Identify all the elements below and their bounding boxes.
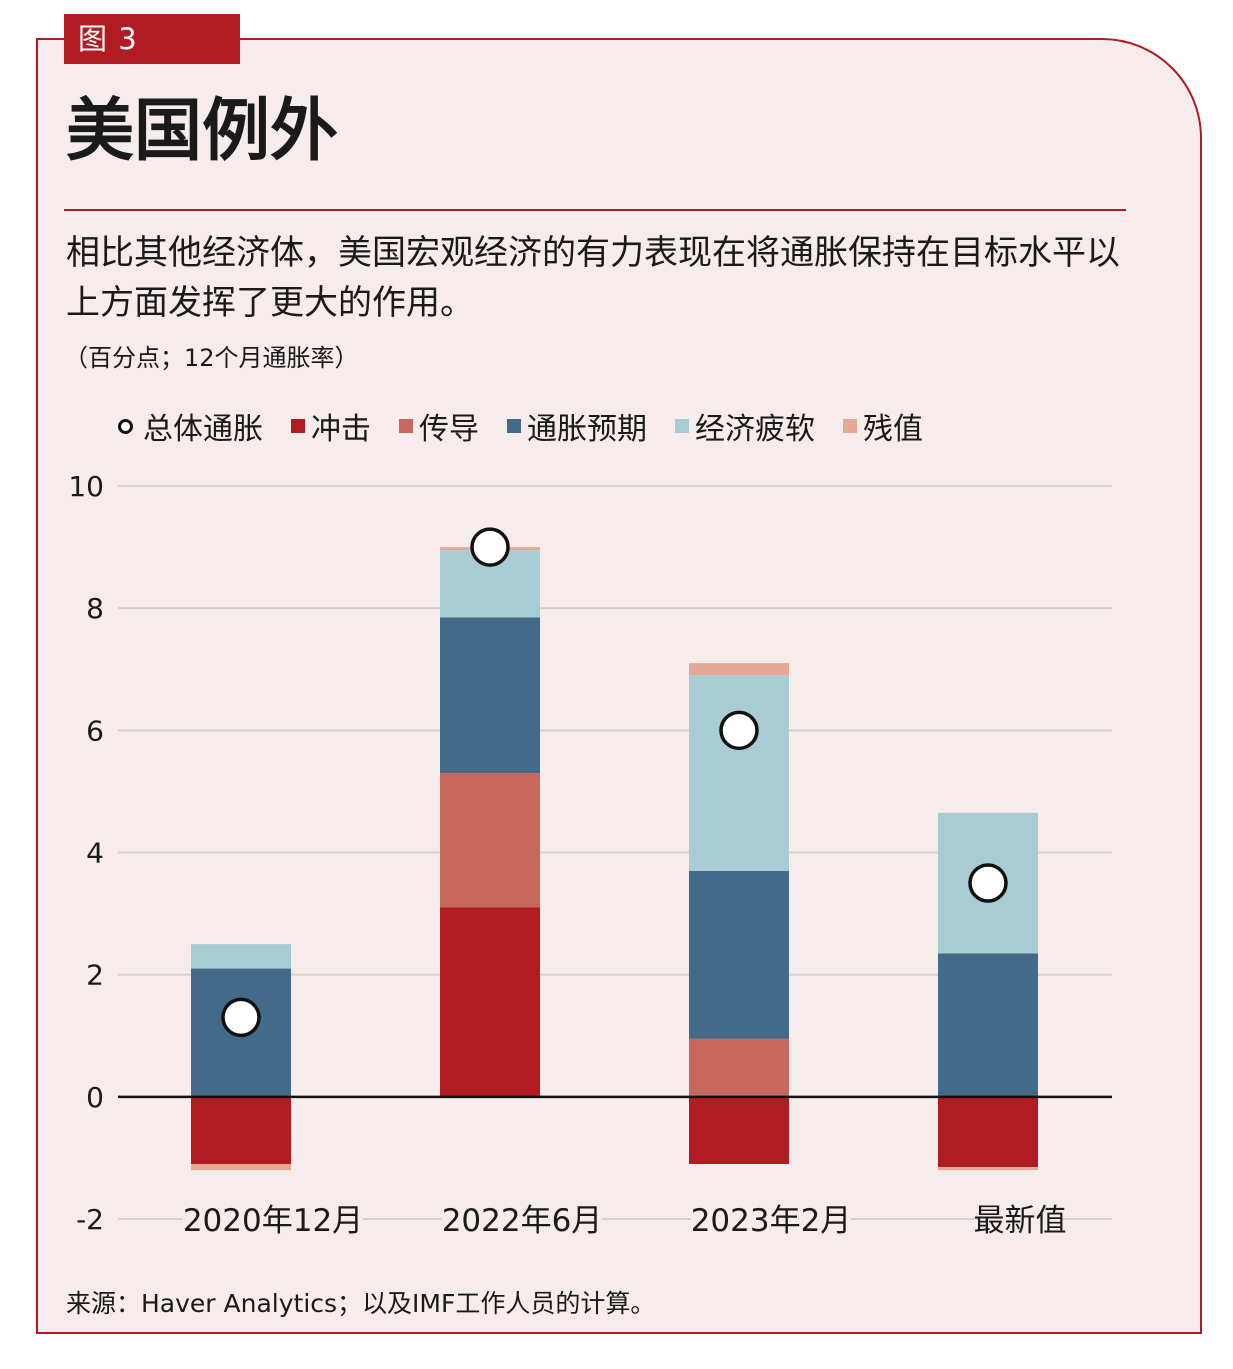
x-label-bg [980,1199,1060,1239]
bar-segment [440,617,540,774]
legend-swatch [507,419,521,433]
legend-item-passthrough: 传导 [399,404,479,448]
y-tick-label: 0 [86,1081,104,1114]
x-tick-label: 2023年2月 [691,1203,852,1239]
x-label-bg [183,1199,363,1239]
figure-tag: 图 3 [64,14,240,64]
x-tick-label: 2022年6月 [442,1203,603,1239]
chart-legend: 总体通胀 冲击 传导 通胀预期 经济疲软 残值 [118,404,951,448]
y-tick-label: 2 [86,959,104,992]
bar-segment [191,944,291,969]
bar-segment [689,1038,789,1097]
headline-marker [968,863,1008,903]
y-tick-label: 4 [86,837,104,870]
bar-segment [191,1164,291,1171]
legend-circle-icon [118,418,133,434]
legend-label: 传导 [419,412,479,447]
bar-segment [440,773,540,908]
bar-segment [938,953,1038,1097]
legend-item-expectations: 通胀预期 [507,404,647,448]
legend-item-shock: 冲击 [291,404,371,448]
x-tick-label: 最新值 [974,1203,1067,1239]
headline-marker [470,527,510,567]
legend-swatch [291,419,305,433]
legend-label: 通胀预期 [527,412,647,447]
legend-label: 残值 [863,412,923,447]
bar-segment [938,1167,1038,1171]
legend-label: 经济疲软 [695,412,815,447]
bar-segment [689,675,789,871]
bar-segment [191,1096,291,1165]
title-divider [64,209,1126,211]
chart-subtitle: 相比其他经济体，美国宏观经济的有力表现在将通胀保持在目标水平以上方面发挥了更大的… [66,233,1120,323]
y-tick-label: -2 [76,1203,104,1236]
unit-note: （百分点；12个月通胀率） [64,344,359,372]
chart-title: 美国例外 [66,92,339,171]
legend-item-slack: 经济疲软 [675,404,815,448]
bar-segment [938,1096,1038,1168]
y-tick-label: 8 [86,592,104,625]
bar-segment [689,870,789,1039]
bar-segment [440,907,540,1097]
legend-item-residual: 残值 [843,404,923,448]
headline-marker [719,710,759,751]
legend-label: 冲击 [311,412,371,447]
source-note: 来源：Haver Analytics；以及IMF工作人员的计算。 [66,1289,656,1318]
legend-label: 总体通胀 [143,412,263,447]
y-tick-label: 6 [86,714,104,747]
bar-segment [689,663,789,676]
legend-swatch [675,419,689,433]
legend-swatch [399,419,413,433]
y-tick-label: 10 [68,470,104,503]
legend-swatch [843,419,857,433]
x-label-bg [691,1199,851,1239]
legend-item-headline: 总体通胀 [118,404,263,448]
bar-segment [689,1096,789,1165]
headline-marker [221,997,261,1038]
x-label-bg [442,1199,602,1239]
x-tick-label: 2020年12月 [183,1203,363,1239]
